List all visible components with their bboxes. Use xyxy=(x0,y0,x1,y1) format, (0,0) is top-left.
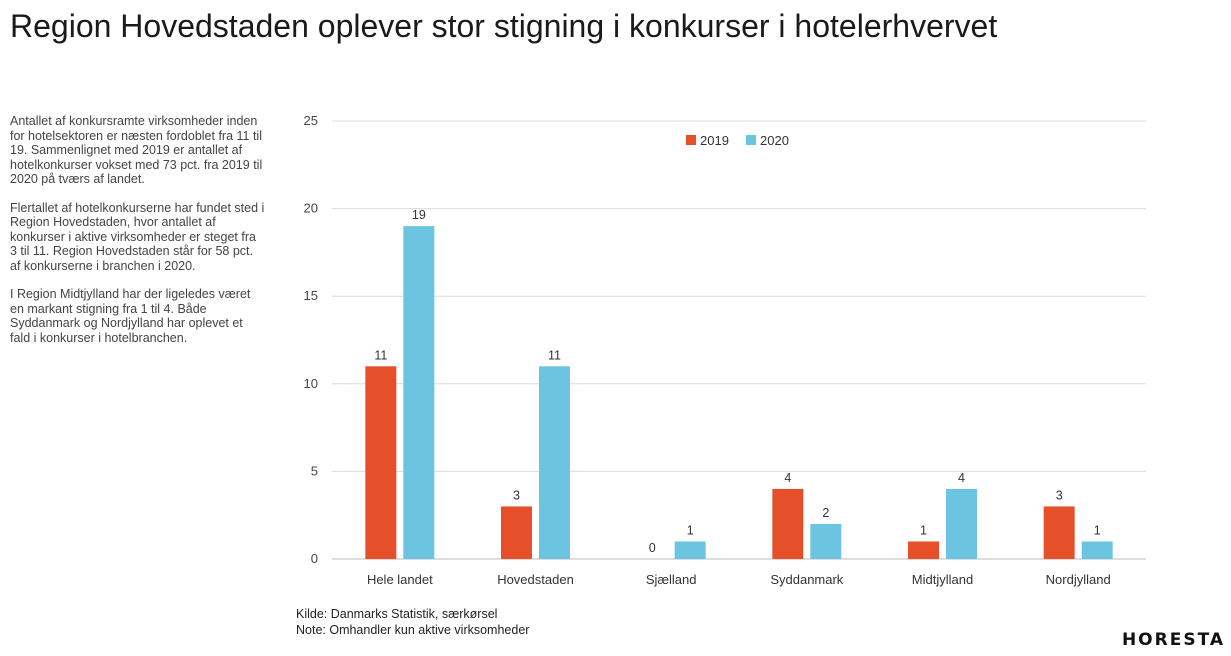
data-label: 11 xyxy=(548,348,561,362)
bar-2020 xyxy=(674,541,706,559)
legend-label: 2020 xyxy=(760,133,789,148)
bar-2019 xyxy=(908,541,939,559)
y-tick-label: 10 xyxy=(304,376,318,391)
bar-2020 xyxy=(810,523,842,559)
data-label: 1 xyxy=(1094,523,1101,537)
data-label: 3 xyxy=(513,488,520,502)
data-label: 11 xyxy=(374,348,387,362)
y-tick-label: 25 xyxy=(304,113,318,128)
chart-description: Antallet af konkursramte virksomheder in… xyxy=(10,114,266,359)
data-label: 0 xyxy=(649,541,656,555)
data-label: 1 xyxy=(687,523,694,537)
data-label: 3 xyxy=(1056,488,1063,502)
description-paragraph-1: Antallet af konkursramte virksomheder in… xyxy=(10,114,263,186)
horesta-logo: HORESTA xyxy=(1121,630,1225,650)
page-title: Region Hovedstaden oplever stor stigning… xyxy=(10,8,998,44)
description-paragraph-2: Flertallet af hotelkonkurserne har funde… xyxy=(10,200,265,273)
category-label: Hele landet xyxy=(367,572,433,587)
bar-2020 xyxy=(1081,541,1113,559)
source-note: Kilde: Danmarks Statistik, særkørsel xyxy=(296,607,498,621)
bar-2020 xyxy=(539,366,570,559)
bar-2019 xyxy=(1043,506,1075,559)
bar-2020 xyxy=(403,226,435,559)
y-tick-label: 20 xyxy=(304,201,318,216)
category-label: Syddanmark xyxy=(770,572,843,587)
legend-swatch-2019 xyxy=(686,135,696,145)
bar-2019 xyxy=(501,506,532,559)
data-label: 4 xyxy=(784,471,791,485)
y-tick-label: 0 xyxy=(311,551,318,566)
category-label: Sjælland xyxy=(646,572,697,587)
category-label: Midtjylland xyxy=(912,572,973,587)
legend-swatch-2020 xyxy=(746,135,756,145)
category-label: Nordjylland xyxy=(1046,572,1111,587)
data-label: 2 xyxy=(822,506,829,520)
chart-footer: Kilde: Danmarks Statistik, særkørsel Not… xyxy=(296,606,529,638)
data-label: 1 xyxy=(920,523,927,537)
y-tick-label: 15 xyxy=(304,288,318,303)
footnote: Note: Omhandler kun aktive virksomheder xyxy=(296,623,530,637)
bar-2019 xyxy=(365,366,397,559)
description-paragraph-3: I Region Midtjylland har der ligeledes v… xyxy=(10,287,251,345)
data-label: 19 xyxy=(412,208,426,222)
legend-label: 2019 xyxy=(700,133,729,148)
bar-2019 xyxy=(772,488,804,559)
bar-2020 xyxy=(946,488,977,559)
y-tick-label: 5 xyxy=(311,463,318,478)
category-label: Hovedstaden xyxy=(497,572,574,587)
data-label: 4 xyxy=(958,471,965,485)
